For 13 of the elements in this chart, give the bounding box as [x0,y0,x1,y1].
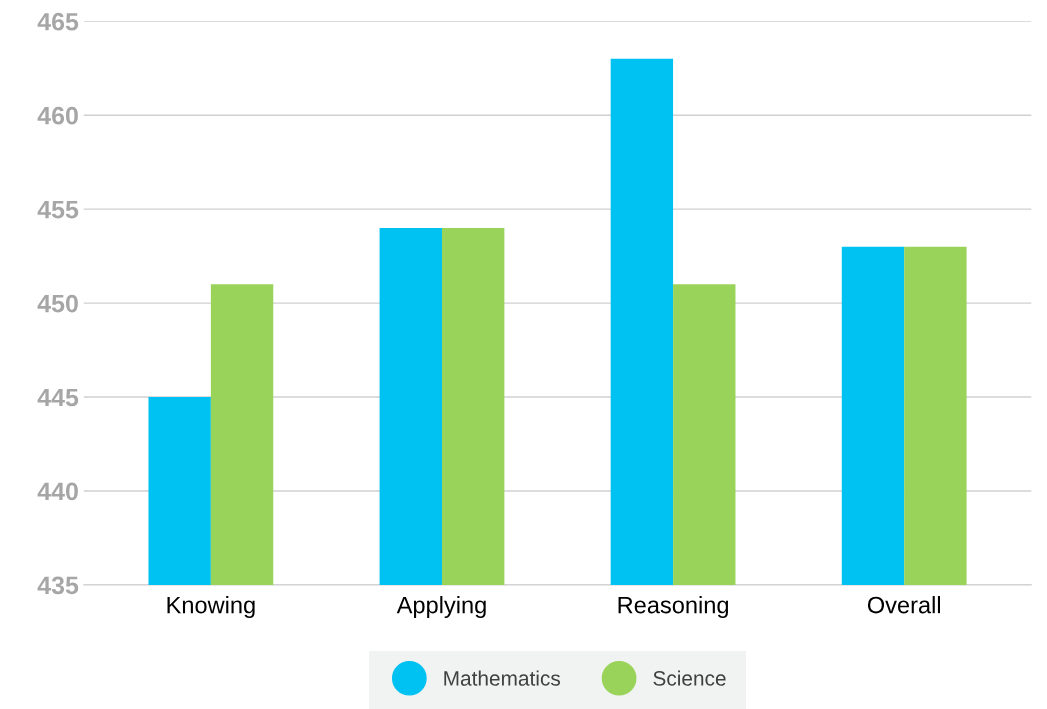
y-tick-label: 445 [37,388,79,407]
y-tick-label: 455 [37,201,79,219]
y-tick-label: 460 [37,106,78,125]
legend-label: Mathematics [444,670,561,686]
x-tick-label: Overall [867,596,940,614]
x-tick-label: Knowing [167,596,255,619]
x-tick-label: Reasoning [618,596,729,619]
y-tick-label: 450 [37,294,78,313]
y-tick-label: 435 [37,576,79,595]
y-tick-label: 440 [37,482,78,501]
legend-label: Science [653,670,726,686]
y-tick-label: 465 [37,12,79,31]
x-tick-label: Applying [396,596,486,619]
